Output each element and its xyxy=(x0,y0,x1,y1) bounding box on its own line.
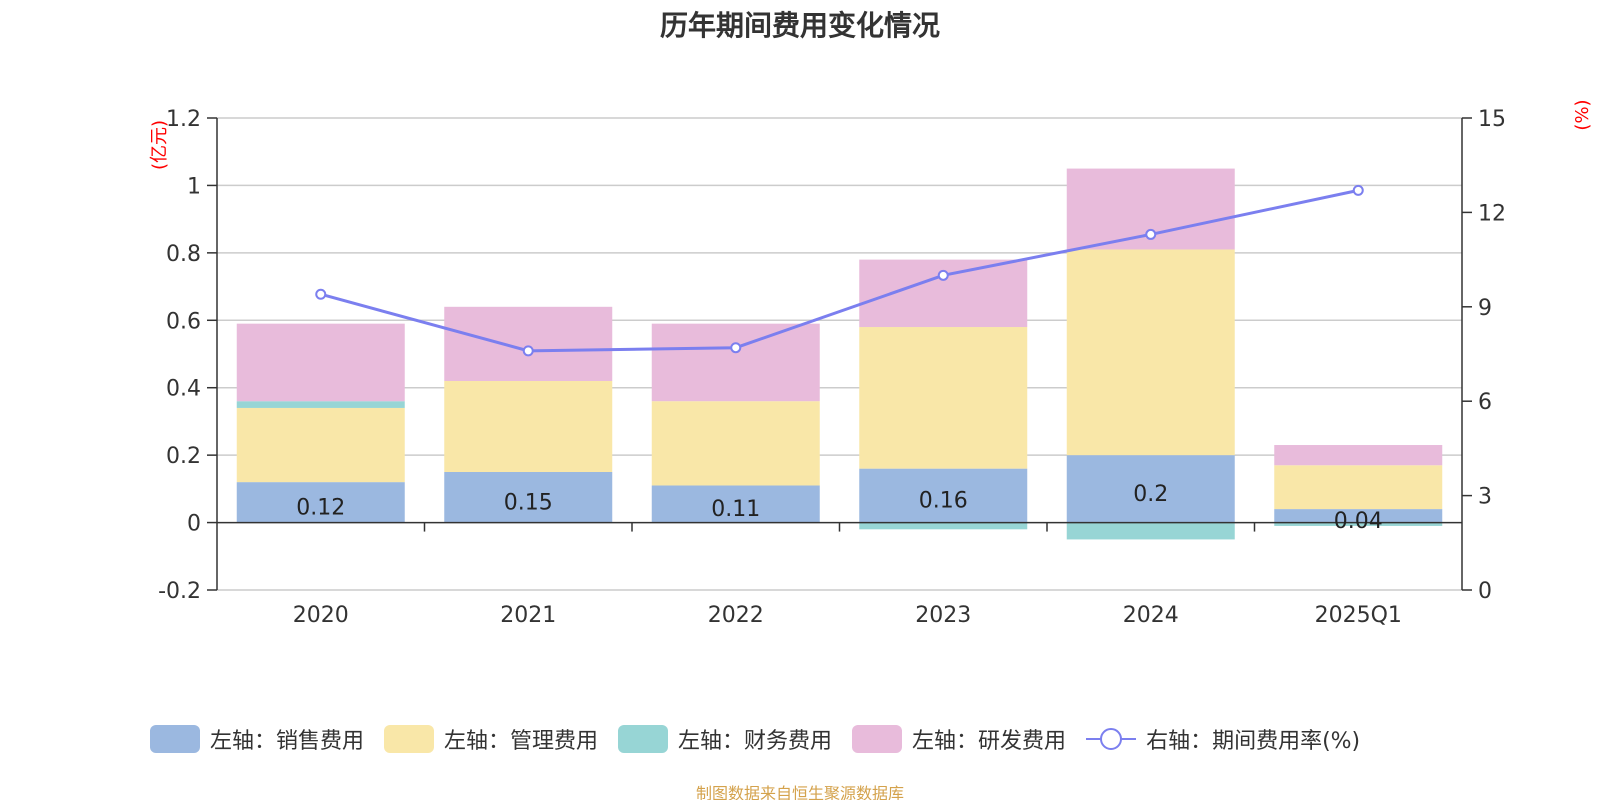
legend: 左轴：销售费用 左轴：管理费用 左轴：财务费用 左轴：研发费用 右轴：期间费用率(%) xyxy=(150,722,1360,756)
rate-line xyxy=(320,188,1359,353)
bar-segment xyxy=(236,323,405,402)
bar-segment xyxy=(1274,522,1443,526)
rate-point xyxy=(522,345,534,357)
x-tick-label: 2022 xyxy=(708,603,764,628)
bar-segment xyxy=(444,472,613,523)
legend-swatch xyxy=(618,725,669,753)
bar-segment xyxy=(444,306,613,381)
x-tick-label: 2020 xyxy=(293,603,349,628)
right-tick-label: 12 xyxy=(1478,201,1506,226)
bar-segment xyxy=(236,401,405,408)
legend-label: 左轴：研发费用 xyxy=(912,729,1067,754)
bar-segment xyxy=(236,407,405,483)
legend-item[interactable]: 左轴：财务费用 xyxy=(618,723,832,755)
rate-line-group xyxy=(315,184,1364,357)
bar-data-label: 0.2 xyxy=(1133,482,1168,507)
right-tick-label: 9 xyxy=(1478,296,1492,321)
x-tick-label: 2021 xyxy=(500,603,556,628)
bar-segment xyxy=(236,482,405,523)
left-tick-label: 1 xyxy=(187,174,201,199)
legend-line-marker xyxy=(1086,728,1137,750)
left-tick-label: 0.8 xyxy=(166,242,201,267)
bar-segment xyxy=(1066,522,1235,540)
bar-data-label: 0.12 xyxy=(296,495,345,520)
bar-segment xyxy=(651,323,820,402)
left-tick-label: 1.2 xyxy=(166,107,201,132)
bar-segment xyxy=(1066,455,1235,523)
legend-item[interactable]: 左轴：销售费用 xyxy=(150,723,364,755)
left-tick-label: -0.2 xyxy=(158,579,201,604)
bar-segment xyxy=(859,327,1028,469)
bar-segment xyxy=(651,485,820,523)
bar-segment xyxy=(859,259,1028,328)
bar-segment xyxy=(859,522,1028,530)
left-axis-unit: (亿元) xyxy=(149,120,170,170)
bar-segment xyxy=(859,468,1028,523)
bar-data-label: 0.15 xyxy=(504,490,553,515)
bar-segment xyxy=(651,401,820,486)
legend-item[interactable]: 左轴：管理费用 xyxy=(384,723,598,755)
x-tick-label: 2025Q1 xyxy=(1315,603,1402,628)
rate-point xyxy=(730,342,742,354)
bar-data-label: 0.11 xyxy=(711,497,760,522)
left-tick-label: 0.2 xyxy=(166,444,201,469)
legend-label: 左轴：管理费用 xyxy=(444,729,599,754)
x-tick-label: 2024 xyxy=(1123,603,1179,628)
left-tick-label: 0 xyxy=(187,512,201,537)
left-tick-label: 0.4 xyxy=(166,377,201,402)
bar-segment xyxy=(1274,445,1443,466)
right-tick-label: 0 xyxy=(1478,579,1492,604)
legend-swatch xyxy=(150,725,200,753)
right-tick-label: 6 xyxy=(1478,390,1492,415)
right-axis-unit: (%) xyxy=(1572,99,1593,130)
rate-point xyxy=(937,269,949,281)
bar-segment xyxy=(444,380,613,472)
legend-label: 左轴：销售费用 xyxy=(210,729,365,754)
legend-item[interactable]: 左轴：研发费用 xyxy=(852,723,1066,755)
bar-data-label: 0.16 xyxy=(919,489,968,514)
legend-swatch xyxy=(384,725,435,753)
bar-group xyxy=(236,168,1443,540)
bar-data-label: 0.04 xyxy=(1334,509,1383,534)
legend-swatch xyxy=(852,725,903,753)
bar-segment xyxy=(1274,465,1443,510)
axes: 1.2 1 0.8 0.6 0.4 0.2 0 -0.2 15 12 9 6 3 0 2020 2021 202… xyxy=(158,107,1506,628)
rate-point xyxy=(1352,184,1364,196)
legend-item[interactable]: 右轴：期间费用率(%) xyxy=(1086,723,1360,755)
right-tick-label: 15 xyxy=(1478,107,1506,132)
chart-title: 历年期间费用变化情况 xyxy=(659,9,940,42)
bar-segment xyxy=(1274,509,1443,523)
rate-point xyxy=(1145,228,1157,240)
data-labels: 0.12 0.15 0.11 0.16 0.2 0.04 xyxy=(296,482,1382,534)
left-tick-label: 0.6 xyxy=(166,309,201,334)
right-tick-label: 3 xyxy=(1478,485,1492,510)
rate-point xyxy=(315,288,327,300)
bar-segment xyxy=(1066,249,1235,456)
grid-lines xyxy=(217,117,1462,591)
source-note: 制图数据来自恒生聚源数据库 xyxy=(695,784,904,800)
legend-label: 右轴：期间费用率(%) xyxy=(1146,729,1361,754)
legend-line-circle xyxy=(1100,728,1123,750)
x-tick-label: 2023 xyxy=(915,603,971,628)
legend-label: 左轴：财务费用 xyxy=(678,729,833,754)
